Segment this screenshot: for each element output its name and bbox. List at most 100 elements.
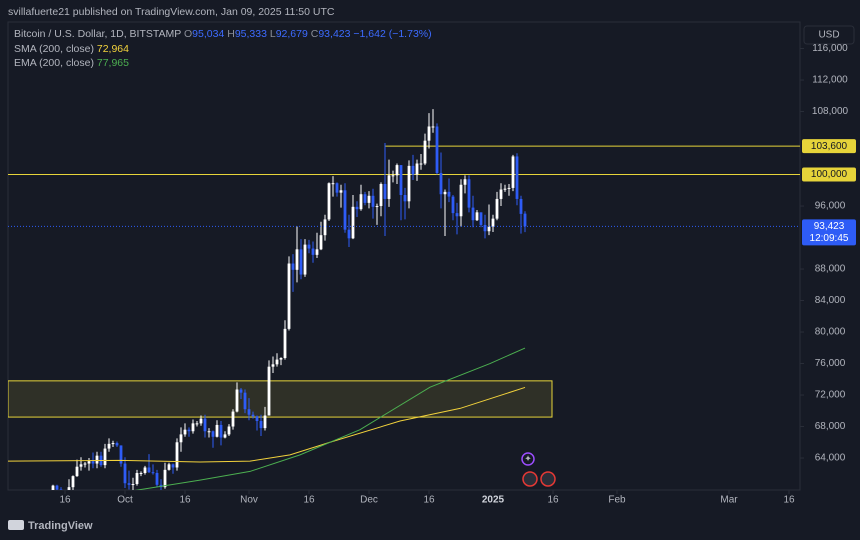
ohlc: O95,034 H95,333 L92,679 C93,423	[184, 28, 350, 40]
candle-body	[131, 484, 135, 486]
y-tick-label: 96,000	[815, 201, 846, 212]
candle-body	[443, 191, 447, 195]
candle-body	[475, 212, 479, 221]
candle-body	[351, 206, 355, 239]
candle-body	[343, 190, 347, 230]
candle-body	[371, 195, 375, 207]
flag-icon[interactable]	[522, 471, 538, 487]
candle-body	[283, 328, 287, 359]
candle-body	[383, 183, 387, 199]
x-tick-label: 2025	[482, 495, 505, 506]
candle-body	[191, 423, 195, 432]
candle-body	[339, 190, 343, 193]
candle-body	[367, 195, 371, 203]
candle-body	[71, 476, 75, 488]
currency-box	[803, 25, 855, 45]
indicator-value: 77,965	[96, 57, 129, 69]
candle-body	[479, 212, 483, 225]
candle-body	[67, 487, 71, 490]
x-tick-label: Mar	[720, 495, 738, 506]
event-icon: ✦	[524, 453, 532, 463]
ohlc-value: 92,679	[275, 28, 308, 40]
candle-body	[195, 423, 199, 425]
candle-body	[215, 424, 219, 437]
y-tick-label: 80,000	[815, 327, 846, 338]
candle-body	[111, 443, 115, 445]
candle-body	[219, 424, 223, 438]
candle-body	[255, 416, 259, 422]
candle-body	[327, 183, 331, 220]
candle-body	[151, 472, 155, 474]
x-tick-label: Nov	[240, 495, 258, 506]
symbol-title: Bitcoin / U.S. Dollar, 1D, BITSTAMP	[14, 28, 182, 40]
candle-body	[55, 485, 59, 490]
candle-body	[143, 467, 147, 473]
candle-body	[179, 434, 183, 443]
candle-body	[467, 179, 471, 208]
candle-body	[463, 179, 467, 185]
publisher: svillafuerte21 published on TradingView.…	[8, 6, 335, 18]
candle-body	[307, 244, 311, 249]
candle-body	[395, 165, 399, 176]
candle-body	[167, 464, 171, 470]
x-tick-label: Oct	[117, 495, 133, 506]
change: −1,642 (−1.73%)	[353, 28, 432, 40]
candle-body	[127, 483, 131, 485]
moving-average	[134, 347, 526, 490]
candle-body	[431, 126, 435, 128]
candle-body	[267, 366, 271, 416]
candle-body	[147, 467, 151, 473]
candle-body	[503, 188, 507, 190]
candle-body	[95, 455, 99, 464]
candle-body	[119, 445, 123, 464]
y-tick-label: 84,000	[815, 295, 846, 306]
candle-body	[459, 184, 463, 217]
y-tick-label: 108,000	[812, 106, 849, 117]
candle-body	[399, 165, 403, 196]
y-tick-label: 88,000	[815, 264, 846, 275]
candle-body	[391, 175, 395, 177]
candle-body	[411, 165, 415, 175]
candle-body	[491, 218, 495, 227]
level-label: 103,600	[811, 141, 848, 152]
candle-body	[87, 461, 91, 464]
x-tick-label: 16	[303, 495, 315, 506]
candle-body	[199, 418, 203, 424]
candle-body	[415, 163, 419, 175]
indicator-name: EMA (200, close)	[14, 57, 94, 69]
candle-body	[59, 489, 63, 490]
last-price-label: 93,423	[814, 221, 845, 232]
candle-body	[523, 213, 527, 227]
candle-body	[347, 229, 351, 239]
candle-body	[455, 213, 459, 217]
ohlc-letter: C	[310, 28, 319, 40]
candle-body	[435, 126, 439, 173]
candle-body	[83, 463, 87, 465]
logo-mark	[8, 520, 24, 530]
candle-body	[315, 249, 319, 255]
candle-body	[335, 183, 339, 193]
candle-body	[519, 198, 523, 214]
candle-body	[311, 248, 315, 255]
flag-icon[interactable]	[540, 471, 556, 487]
candle-body	[323, 219, 327, 236]
candle-body	[79, 464, 83, 467]
x-tick-label: 16	[179, 495, 191, 506]
moving-average	[8, 386, 526, 463]
candle-body	[91, 461, 95, 464]
candle-body	[259, 421, 263, 429]
candle-body	[271, 364, 275, 367]
candle-body	[331, 183, 335, 185]
y-tick-label: 72,000	[815, 390, 846, 401]
event-icon[interactable]	[521, 452, 535, 466]
candle-body	[247, 409, 251, 415]
candle-body	[387, 175, 391, 199]
last-price-tag	[802, 219, 856, 246]
indicator-legend: SMA (200, close) 72,964 EMA (200, close) …	[14, 42, 129, 70]
currency: USD	[818, 30, 839, 41]
candle-body	[447, 191, 451, 197]
candle-body	[203, 418, 207, 432]
candle-body	[363, 194, 367, 203]
candle-body	[243, 392, 247, 410]
